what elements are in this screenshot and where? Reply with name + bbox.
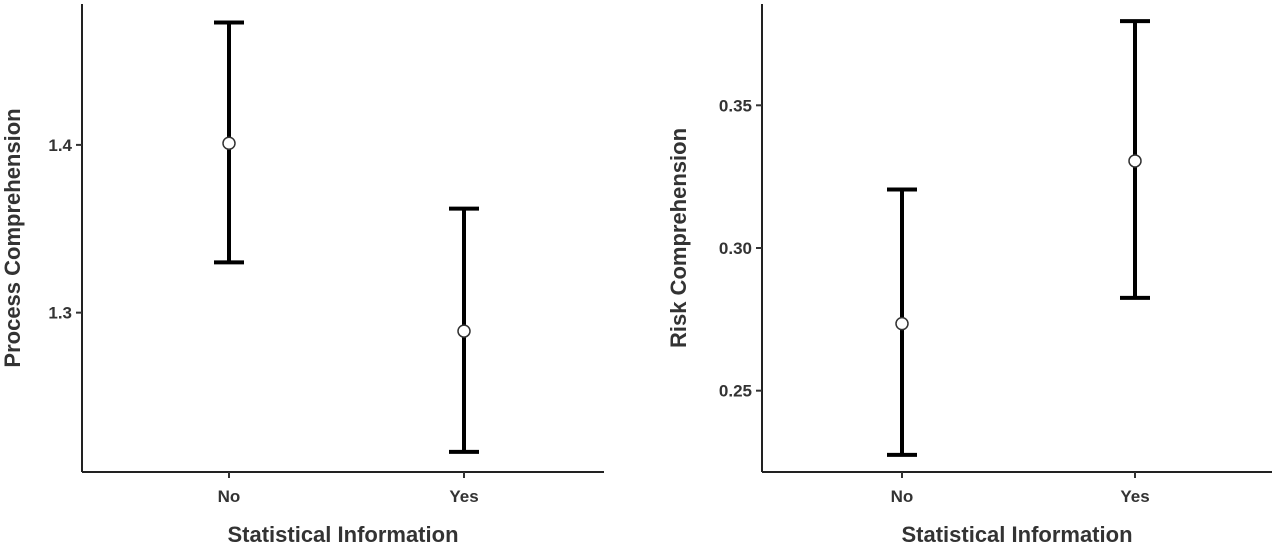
y-tick-label: 0.35 <box>719 96 752 115</box>
risk-comprehension-panel: 0.25 0.30 0.35 No Yes Statistical Information… <box>666 4 1272 547</box>
y-axis-title: Risk Comprehension <box>666 128 691 348</box>
x-axis-title: Statistical Information <box>901 522 1132 547</box>
y-tick-label: 0.30 <box>719 239 752 258</box>
process-comprehension-panel: 1.3 1.4 No Yes Statistical Information Proces… <box>0 4 604 547</box>
data-point <box>1128 154 1142 168</box>
data-point <box>222 136 236 150</box>
y-tick-label: 0.25 <box>719 382 752 401</box>
x-axis-title: Statistical Information <box>227 522 458 547</box>
data-point <box>457 324 471 338</box>
y-axis-title: Process Comprehension <box>0 108 25 367</box>
x-tick-label: Yes <box>449 487 478 506</box>
y-tick-label: 1.4 <box>48 136 72 155</box>
x-tick-label: No <box>891 487 914 506</box>
data-point <box>895 316 909 331</box>
x-tick-label: No <box>218 487 241 506</box>
y-tick-label: 1.3 <box>48 304 72 323</box>
x-tick-label: Yes <box>1120 487 1149 506</box>
